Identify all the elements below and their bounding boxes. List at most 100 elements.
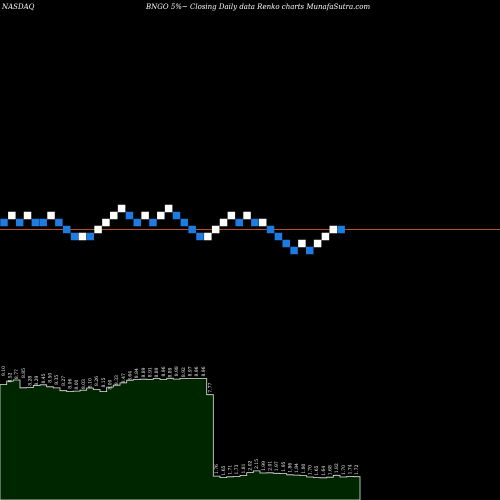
volume-label: 8.26 xyxy=(94,376,100,386)
renko-brick xyxy=(172,211,181,220)
renko-brick xyxy=(227,211,236,220)
renko-brick xyxy=(282,239,290,248)
renko-brick xyxy=(164,204,173,213)
renko-brick xyxy=(86,232,94,241)
volume-label: 1.95 xyxy=(281,461,287,471)
volume-label: 1.73 xyxy=(234,464,240,474)
renko-brick xyxy=(23,211,32,220)
renko-brick xyxy=(321,232,330,241)
renko-brick xyxy=(141,211,149,220)
renko-brick xyxy=(78,232,87,241)
renko-brick xyxy=(133,218,142,227)
volume-label: 8.33 xyxy=(114,375,120,385)
renko-brick xyxy=(337,225,345,234)
volume-label: 9.10 xyxy=(1,366,7,376)
volume-label: 1.70 xyxy=(341,465,347,475)
volume-label: 8.03 xyxy=(81,379,87,389)
volume-label: 2.15 xyxy=(254,459,260,469)
renko-brick xyxy=(62,225,71,234)
volume-label: 1.71 xyxy=(228,465,234,475)
renko-brick xyxy=(290,246,298,255)
volume-label: 1.80 xyxy=(301,463,307,473)
volume-label: 8.89 xyxy=(168,367,174,377)
volume-label: 8.35 xyxy=(54,375,60,385)
renko-brick xyxy=(102,218,110,227)
renko-brick xyxy=(306,246,314,255)
volume-label: 8.96 xyxy=(201,366,207,376)
volume-label: 1.86 xyxy=(288,463,294,473)
volume-label: 2.01 xyxy=(268,461,274,471)
chart-caption: BNGO 5%~ Closing Daily data Renko charts… xyxy=(145,3,370,11)
volume-label: 1.84 xyxy=(294,463,300,473)
exchange-label: NASDAQ xyxy=(1,3,35,11)
renko-brick xyxy=(8,211,16,220)
renko-brick xyxy=(266,225,275,234)
volume-label: 8.98 xyxy=(174,366,180,376)
renko-brick xyxy=(204,232,212,241)
volume-label: 8.97 xyxy=(188,366,194,376)
volume-label: 8.15 xyxy=(101,377,107,387)
renko-brick xyxy=(243,211,251,220)
renko-brick xyxy=(39,218,47,227)
volume-label: 8.28 xyxy=(28,376,34,386)
renko-brick xyxy=(94,225,102,234)
volume-label: 8.89 xyxy=(141,367,147,377)
renko-bricks xyxy=(0,204,345,255)
volume-shape xyxy=(0,377,361,500)
volume-label: 2.02 xyxy=(248,460,254,470)
volume-label: 1.65 xyxy=(314,465,320,475)
renko-brick xyxy=(211,225,220,234)
renko-brick xyxy=(274,232,283,241)
volume-label: 8.89 xyxy=(154,367,160,377)
volume-label: 8.00 xyxy=(74,379,80,389)
renko-brick xyxy=(0,218,8,227)
renko-brick xyxy=(31,218,40,227)
volume-area xyxy=(0,377,361,500)
renko-brick xyxy=(313,239,322,248)
renko-brick xyxy=(258,218,267,227)
volume-label: 8.45 xyxy=(41,373,47,383)
volume-label: 1.65 xyxy=(221,465,227,475)
volume-label: 8.47 xyxy=(121,373,127,383)
renko-brick xyxy=(117,204,126,213)
volume-label: 8.91 xyxy=(148,367,154,377)
renko-brick xyxy=(70,232,79,241)
volume-label: 8.64 xyxy=(128,371,134,381)
volume-label: 8.85 xyxy=(21,368,27,378)
volume-label: 1.97 xyxy=(274,461,280,471)
renko-brick xyxy=(180,218,189,227)
renko-brick xyxy=(235,218,243,227)
volume-label: 8.00 xyxy=(108,379,114,389)
volume-label: 8.77 xyxy=(14,369,20,379)
renko-brick xyxy=(251,218,259,227)
volume-label: 1.81 xyxy=(241,463,247,473)
volume-label: 1.74 xyxy=(348,464,354,474)
renko-brick xyxy=(157,211,165,220)
volume-label: 1.99 xyxy=(261,461,267,471)
renko-brick xyxy=(149,218,157,227)
volume-label: 1.64 xyxy=(321,466,327,476)
renko-brick xyxy=(196,232,204,241)
volume-label: 8.92 xyxy=(181,367,187,377)
renko-brick xyxy=(219,218,228,227)
renko-brick xyxy=(125,211,134,220)
renko-brick xyxy=(55,218,63,227)
renko-brick xyxy=(329,225,338,234)
volume-label: 8.06 xyxy=(68,379,74,389)
volume-label: 8.50 xyxy=(48,373,54,383)
renko-brick xyxy=(188,225,196,234)
volume-label: 1.70 xyxy=(308,465,314,475)
volume-label: 1.72 xyxy=(354,465,360,475)
volume-label: 1.82 xyxy=(334,463,340,473)
volume-label: 8.96 xyxy=(161,366,167,376)
volume-label: 8.96 xyxy=(194,366,200,376)
volume-label: 1.68 xyxy=(328,465,334,475)
volume-label: 8.10 xyxy=(88,378,94,388)
renko-brick xyxy=(110,211,118,220)
volume-label: 8.84 xyxy=(134,368,140,378)
volume-labels: 9.108.52 8.77 8.858.28 8.29 8.45 8.50 8.35 8.27… xyxy=(1,366,360,476)
volume-label: 8.52 xyxy=(8,372,14,382)
renko-brick xyxy=(47,211,55,220)
volume-label: 7.77 xyxy=(208,383,214,393)
